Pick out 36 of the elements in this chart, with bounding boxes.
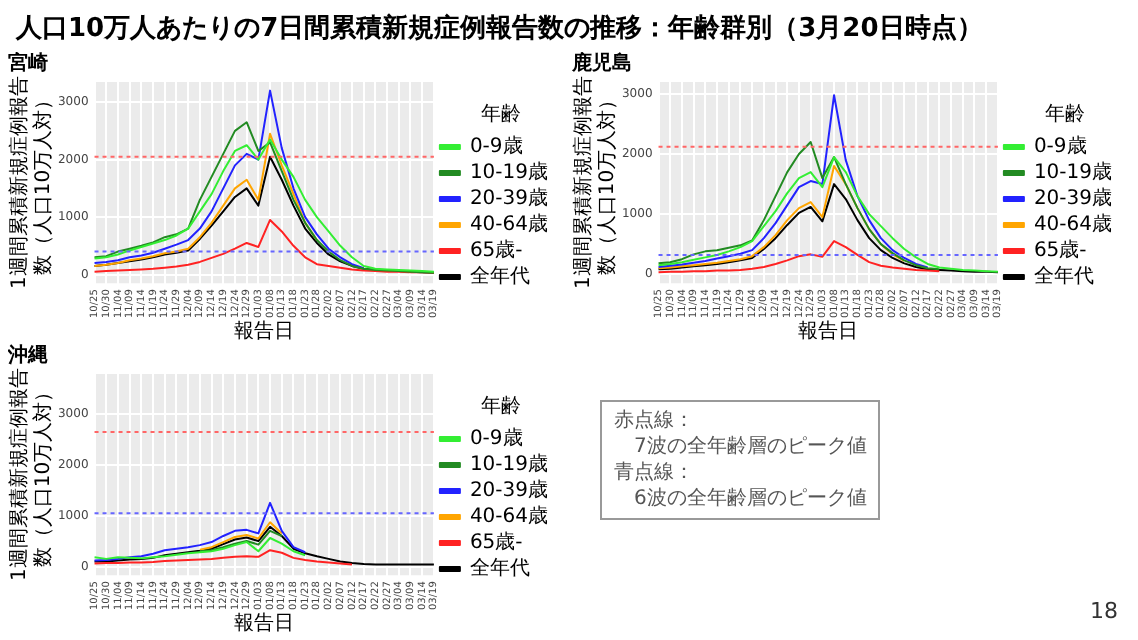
legend-label: 0-9歳: [469, 426, 523, 451]
chart-title: 鹿児島: [570, 51, 632, 76]
legend-label: 20-39歳: [469, 478, 549, 503]
legend-label: 10-19歳: [469, 452, 549, 477]
text: 赤点線：: [614, 408, 696, 434]
legend-label: 65歳-: [469, 238, 524, 263]
legend-label: 65歳-: [1033, 238, 1088, 263]
legend-label: 0-9歳: [469, 134, 523, 159]
legend-label: 40-64歳: [469, 504, 549, 529]
legend-label: 20-39歳: [1033, 186, 1113, 211]
text: 人口10万人あたりの7日間累積新規症例報告数の推移：年齢群別（3月20日時点）: [16, 11, 983, 46]
x-axis-title: 報告日: [234, 611, 295, 636]
text: 7波の全年齢層のピーク値: [632, 434, 867, 460]
legend-label: 65歳-: [469, 530, 524, 555]
legend-label: 全年代: [469, 264, 530, 289]
legend-title: 年齢: [480, 102, 521, 127]
chart-title: 宮崎: [8, 51, 48, 76]
y-axis-title: 1週間累積新規症例報告数（人口10万人対）: [7, 76, 56, 289]
text: 18: [1090, 598, 1118, 624]
legend-label: 0-9歳: [1033, 134, 1087, 159]
text: 6波の全年齢層のピーク値: [632, 486, 867, 512]
legend-label: 10-19歳: [469, 160, 549, 185]
legend-title: 年齢: [480, 394, 521, 419]
x-axis-title: 報告日: [798, 319, 859, 344]
x-axis-title: 報告日: [234, 319, 295, 344]
y-axis-title: 1週間累積新規症例報告数（人口10万人対）: [571, 76, 620, 289]
legend-title: 年齢: [1044, 102, 1085, 127]
y-axis-title: 1週間累積新規症例報告数（人口10万人対）: [7, 368, 56, 581]
legend-label: 全年代: [1033, 264, 1094, 289]
legend-label: 40-64歳: [469, 212, 549, 237]
chart-title: 沖縄: [6, 343, 48, 368]
legend-label: 40-64歳: [1033, 212, 1113, 237]
legend-label: 10-19歳: [1033, 160, 1113, 185]
legend-label: 20-39歳: [469, 186, 549, 211]
legend-label: 全年代: [469, 556, 530, 581]
text: 青点線：: [614, 460, 696, 486]
